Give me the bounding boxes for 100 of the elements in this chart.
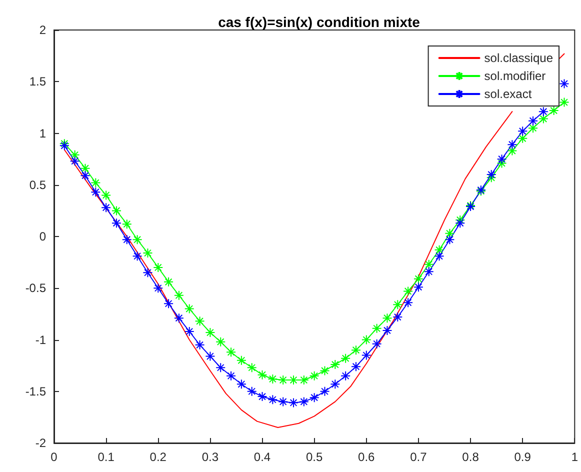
point bbox=[372, 338, 382, 349]
point bbox=[444, 228, 455, 238]
point bbox=[538, 106, 548, 117]
legend-label: sol.exact bbox=[484, 87, 532, 101]
point bbox=[507, 146, 518, 156]
point bbox=[184, 304, 194, 314]
point bbox=[361, 334, 372, 345]
point bbox=[132, 251, 142, 262]
point bbox=[268, 374, 278, 384]
y-tick-label: -1 bbox=[35, 332, 46, 347]
point bbox=[372, 323, 382, 334]
point bbox=[403, 298, 414, 308]
point bbox=[444, 234, 455, 245]
x-tick-label: 0 bbox=[50, 450, 58, 464]
legend-label: sol.classique bbox=[484, 51, 554, 65]
point bbox=[90, 178, 101, 188]
point bbox=[413, 274, 424, 284]
point bbox=[205, 351, 216, 362]
x-tick-label: 0.2 bbox=[150, 450, 167, 464]
point bbox=[236, 379, 246, 390]
point bbox=[330, 379, 340, 390]
legend-label: sol.modifier bbox=[484, 69, 546, 83]
point bbox=[257, 392, 268, 402]
point bbox=[455, 218, 466, 228]
point bbox=[528, 123, 538, 134]
x-tick-label: 0.8 bbox=[462, 450, 480, 464]
chart-title: cas f(x)=sin(x) condition mixte bbox=[218, 14, 420, 30]
point bbox=[226, 370, 236, 381]
point bbox=[111, 218, 122, 228]
point bbox=[548, 106, 559, 116]
x-tick-label: 0.7 bbox=[410, 450, 428, 464]
point bbox=[194, 316, 205, 326]
point bbox=[486, 172, 496, 183]
point bbox=[174, 313, 184, 324]
point bbox=[496, 154, 507, 164]
point bbox=[413, 282, 424, 292]
point bbox=[101, 190, 112, 200]
point bbox=[298, 375, 309, 386]
point bbox=[424, 266, 434, 277]
point bbox=[538, 114, 548, 124]
point bbox=[340, 353, 351, 364]
point bbox=[559, 78, 570, 89]
point bbox=[122, 219, 132, 230]
point bbox=[403, 286, 414, 296]
point bbox=[496, 158, 507, 168]
x-tick-label: 0.1 bbox=[98, 450, 115, 464]
y-tick-label: -0.5 bbox=[25, 281, 46, 296]
point bbox=[268, 394, 278, 405]
point bbox=[216, 362, 226, 373]
point bbox=[392, 300, 403, 310]
point bbox=[320, 386, 330, 396]
point bbox=[184, 326, 194, 336]
x-tick-label: 0.3 bbox=[202, 450, 219, 464]
point bbox=[278, 396, 288, 407]
point bbox=[434, 244, 444, 255]
point bbox=[392, 312, 403, 322]
point bbox=[298, 396, 309, 407]
point bbox=[101, 202, 112, 213]
point bbox=[132, 234, 142, 245]
point bbox=[153, 262, 164, 272]
point bbox=[80, 163, 90, 174]
point bbox=[350, 362, 361, 372]
point bbox=[164, 298, 174, 309]
point bbox=[486, 170, 496, 180]
point bbox=[257, 370, 268, 380]
x-tick-label: 0.4 bbox=[254, 450, 271, 464]
point bbox=[236, 355, 246, 366]
point bbox=[174, 290, 184, 300]
point bbox=[90, 187, 101, 198]
point bbox=[340, 370, 351, 381]
point bbox=[226, 347, 236, 358]
x-tick-label: 1 bbox=[571, 450, 578, 464]
x-tick-label: 0.5 bbox=[306, 450, 323, 464]
point bbox=[70, 150, 80, 160]
point bbox=[153, 283, 164, 294]
point bbox=[424, 259, 434, 270]
point bbox=[320, 366, 330, 376]
point bbox=[518, 133, 528, 144]
point bbox=[382, 325, 392, 336]
point bbox=[434, 251, 444, 262]
point bbox=[361, 350, 372, 360]
point bbox=[246, 362, 257, 373]
y-tick-label: 0.5 bbox=[29, 178, 46, 192]
y-tick-label: -1.5 bbox=[25, 384, 46, 398]
y-tick-label: 2 bbox=[39, 23, 46, 37]
point bbox=[518, 126, 528, 136]
y-tick-label: 1 bbox=[39, 126, 46, 140]
y-tick-label: 1.5 bbox=[29, 74, 46, 89]
point bbox=[309, 392, 320, 403]
point bbox=[246, 386, 257, 396]
point bbox=[205, 328, 216, 338]
point bbox=[559, 97, 570, 108]
point bbox=[111, 206, 122, 216]
point bbox=[216, 336, 226, 347]
point bbox=[164, 276, 174, 287]
point bbox=[288, 398, 299, 408]
point bbox=[80, 170, 90, 181]
point bbox=[528, 116, 538, 126]
point bbox=[122, 234, 132, 245]
point bbox=[142, 268, 153, 278]
